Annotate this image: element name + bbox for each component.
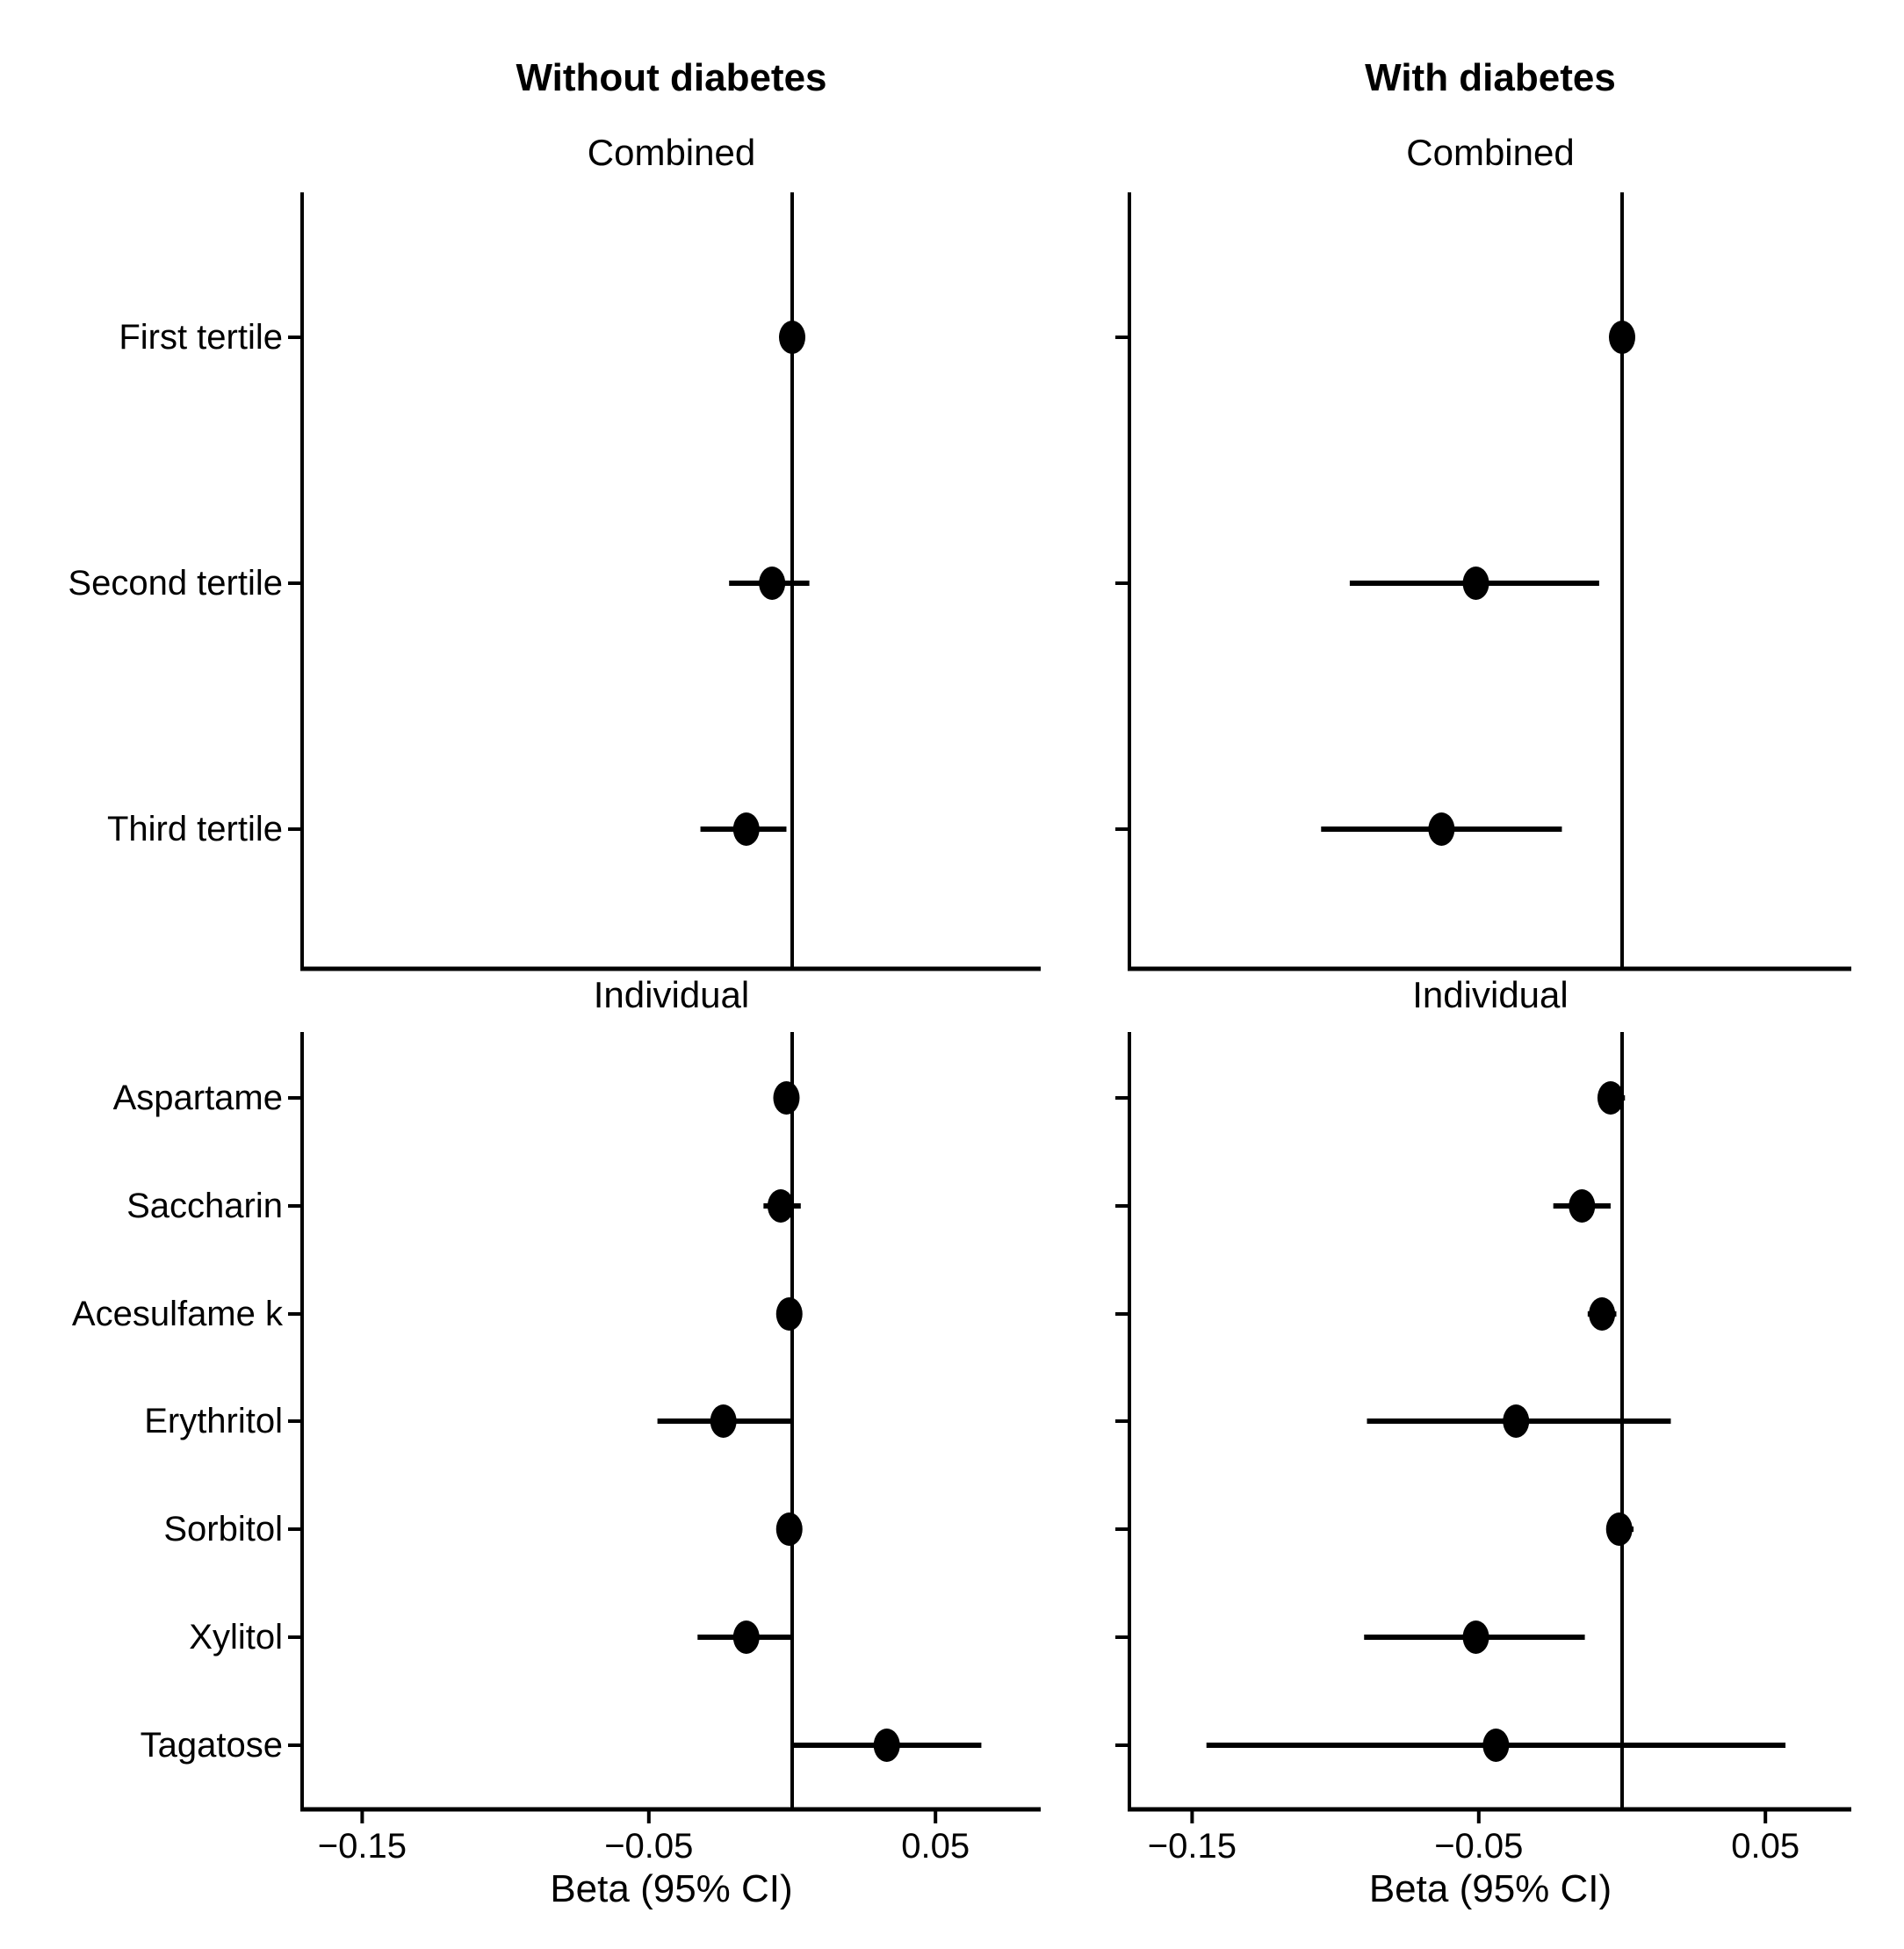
x-axis-title-right: Beta (95% CI) — [1368, 1867, 1612, 1910]
y-label-erythritol: Erythritol — [144, 1402, 283, 1440]
data-point — [775, 1297, 803, 1331]
x-tick-label: −0.15 — [317, 1827, 407, 1866]
data-point — [767, 1189, 794, 1223]
data-point — [1609, 321, 1635, 354]
x-tick-label: −0.05 — [1434, 1827, 1524, 1866]
y-label-second-tertile: Second tertile — [68, 564, 283, 603]
column-title-with-diabetes: With diabetes — [1365, 56, 1616, 99]
y-label-first-tertile: First tertile — [119, 318, 283, 357]
y-label-tagatose: Tagatose — [140, 1726, 283, 1765]
panel-without-diabetes-combined — [288, 192, 1041, 971]
data-point — [873, 1729, 900, 1762]
y-label-aspartame: Aspartame — [112, 1079, 283, 1117]
data-point — [732, 812, 760, 846]
panel-with-diabetes-combined — [1115, 192, 1851, 971]
data-point — [1462, 567, 1489, 600]
column-title-without-diabetes: Without diabetes — [516, 56, 827, 99]
data-point — [1428, 812, 1455, 846]
panel-with-diabetes-individual — [1115, 1032, 1851, 1823]
panel-subtitle-combined-right: Combined — [1406, 132, 1575, 173]
data-point — [773, 1081, 800, 1115]
data-point — [775, 1512, 803, 1546]
data-point — [732, 1621, 760, 1654]
x-tick-label: −0.15 — [1147, 1827, 1237, 1866]
data-point — [1597, 1081, 1624, 1115]
y-label-saccharin: Saccharin — [126, 1187, 283, 1225]
x-axis-title-left: Beta (95% CI) — [550, 1867, 793, 1910]
x-tick-label: 0.05 — [901, 1827, 970, 1866]
panel-subtitle-combined-left: Combined — [587, 132, 756, 173]
data-point — [1605, 1512, 1633, 1546]
data-point — [1503, 1404, 1530, 1438]
data-point — [759, 567, 786, 600]
data-point — [1569, 1189, 1596, 1223]
panel-subtitle-individual-left: Individual — [593, 974, 750, 1015]
y-label-acesulfame-k: Acesulfame k — [71, 1295, 283, 1333]
data-point — [1589, 1297, 1616, 1331]
x-tick-label: 0.05 — [1731, 1827, 1800, 1866]
data-point — [710, 1404, 737, 1438]
y-label-sorbitol: Sorbitol — [163, 1510, 283, 1548]
data-point — [1462, 1621, 1489, 1654]
data-point — [1482, 1729, 1510, 1762]
panel-subtitle-individual-right: Individual — [1412, 974, 1569, 1015]
panel-without-diabetes-individual — [288, 1032, 1041, 1823]
data-point — [779, 321, 805, 354]
x-tick-label: −0.05 — [604, 1827, 694, 1866]
y-label-xylitol: Xylitol — [189, 1618, 283, 1657]
y-label-third-tertile: Third tertile — [106, 810, 283, 848]
